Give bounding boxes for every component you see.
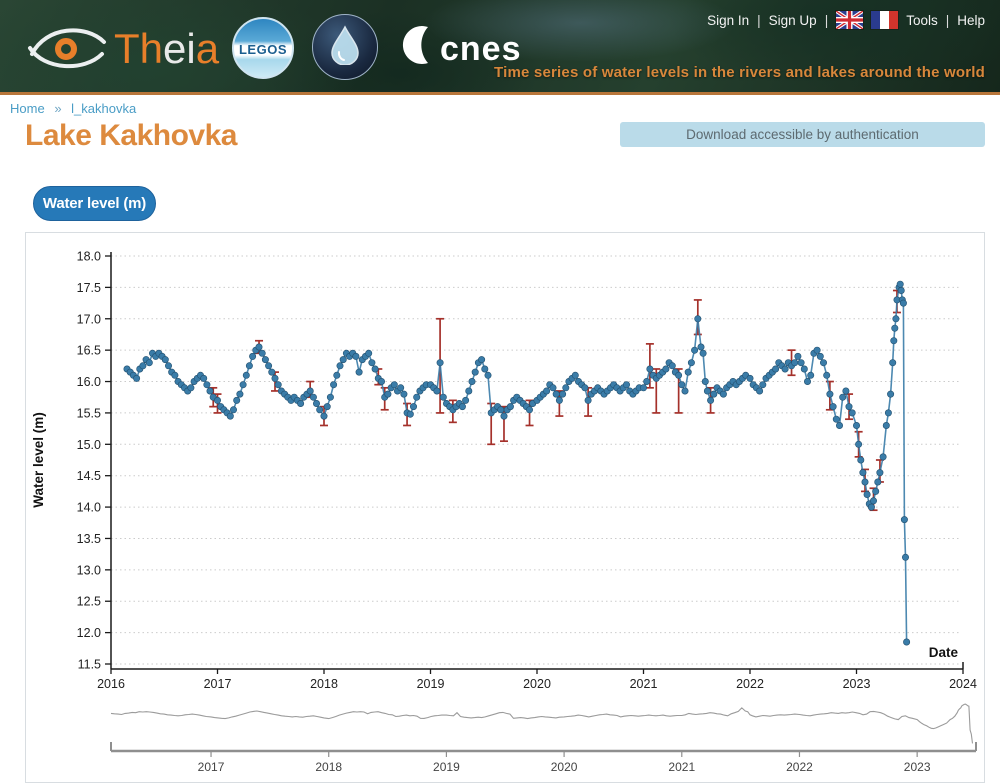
y-axis-title: Water level (m) xyxy=(31,412,46,508)
series-points[interactable] xyxy=(123,280,911,646)
y-tick-labels: 11.5 12.0 12.5 13.0 13.5 14.0 14.5 15.0 15.5 16.0… xyxy=(77,250,111,672)
chart-panel: 11.5 12.0 12.5 13.0 13.5 14.0 14.5 15.0 15.5 16.0… xyxy=(25,232,985,783)
theia-eye-icon xyxy=(26,16,108,81)
series-line xyxy=(126,283,908,643)
svg-text:2021: 2021 xyxy=(668,760,695,774)
svg-text:2021: 2021 xyxy=(630,677,658,691)
svg-text:2017: 2017 xyxy=(198,760,225,774)
tools-link[interactable]: Tools xyxy=(906,12,938,28)
help-link[interactable]: Help xyxy=(957,12,985,28)
svg-text:14.5: 14.5 xyxy=(77,469,101,483)
svg-text:2019: 2019 xyxy=(433,760,460,774)
sign-in-link[interactable]: Sign In xyxy=(707,12,750,28)
svg-text:2022: 2022 xyxy=(736,677,764,691)
svg-text:15.0: 15.0 xyxy=(77,438,101,452)
svg-text:15.5: 15.5 xyxy=(77,406,101,420)
hydroweb-logo[interactable] xyxy=(312,14,378,80)
navigator-axis xyxy=(110,742,977,757)
fr-flag-button[interactable] xyxy=(870,10,900,30)
legos-label: LEGOS xyxy=(238,41,287,57)
svg-text:2023: 2023 xyxy=(843,677,871,691)
y-gridlines xyxy=(111,255,961,665)
axes xyxy=(110,252,964,670)
legos-logo[interactable]: LEGOS xyxy=(232,17,294,79)
navigator-line xyxy=(110,703,974,744)
svg-text:11.5: 11.5 xyxy=(78,658,101,672)
x-axis-title: Date xyxy=(929,645,959,660)
svg-text:2018: 2018 xyxy=(315,760,342,774)
cnes-logo[interactable]: cnes xyxy=(398,24,522,75)
x-tick-labels: 2016 2017 2018 2019 2020 2021 2022 2023 2024 xyxy=(97,669,977,691)
theia-logo[interactable]: Theia xyxy=(26,16,219,81)
svg-text:2020: 2020 xyxy=(523,677,551,691)
water-drop-icon xyxy=(330,24,360,70)
nav-separator: | xyxy=(945,12,950,28)
breadcrumb-current[interactable]: l_kakhovka xyxy=(71,101,137,116)
site-tagline: Time series of water levels in the river… xyxy=(494,64,985,81)
page-title: Lake Kakhovka xyxy=(25,119,237,152)
svg-text:13.5: 13.5 xyxy=(77,532,101,546)
svg-text:2023: 2023 xyxy=(904,760,931,774)
breadcrumb: Home » l_kakhovka xyxy=(10,101,136,116)
svg-text:17.0: 17.0 xyxy=(77,312,101,326)
main-chart[interactable]: 11.5 12.0 12.5 13.0 13.5 14.0 14.5 15.0 15.5 16.0… xyxy=(26,233,984,693)
svg-text:14.0: 14.0 xyxy=(77,501,101,515)
svg-text:2017: 2017 xyxy=(204,677,232,691)
water-level-tab-button[interactable]: Water level (m) xyxy=(33,186,156,221)
svg-text:2018: 2018 xyxy=(310,677,338,691)
svg-text:2020: 2020 xyxy=(551,760,578,774)
breadcrumb-separator: » xyxy=(54,101,62,116)
breadcrumb-home-link[interactable]: Home xyxy=(10,101,45,116)
sign-up-link[interactable]: Sign Up xyxy=(768,12,817,28)
site-header: Theia LEGOS cnes Sign In | Si xyxy=(0,0,1000,95)
svg-text:2022: 2022 xyxy=(786,760,813,774)
cnes-crescent-icon xyxy=(402,24,436,75)
top-nav: Sign In | Sign Up | Tool xyxy=(707,9,985,31)
nav-separator: | xyxy=(824,12,829,28)
svg-text:18.0: 18.0 xyxy=(77,250,101,264)
svg-text:2016: 2016 xyxy=(97,677,125,691)
svg-text:13.0: 13.0 xyxy=(77,563,101,577)
svg-text:2024: 2024 xyxy=(949,677,977,691)
download-banner[interactable]: Download accessible by authentication xyxy=(620,122,985,147)
uk-flag-button[interactable] xyxy=(835,9,865,31)
svg-text:16.5: 16.5 xyxy=(77,344,101,358)
svg-text:12.0: 12.0 xyxy=(77,626,101,640)
svg-text:16.0: 16.0 xyxy=(77,375,101,389)
svg-text:12.5: 12.5 xyxy=(77,595,101,609)
navigator-labels: 2017 2018 2019 2020 2021 2022 2023 xyxy=(198,760,931,774)
theia-wordmark: Theia xyxy=(114,24,220,72)
svg-text:17.5: 17.5 xyxy=(77,281,101,295)
navigator-chart[interactable]: 2017 2018 2019 2020 2021 2022 2023 xyxy=(26,693,984,783)
svg-text:2019: 2019 xyxy=(417,677,445,691)
cnes-wordmark: cnes xyxy=(440,30,522,68)
nav-separator: | xyxy=(757,12,761,28)
